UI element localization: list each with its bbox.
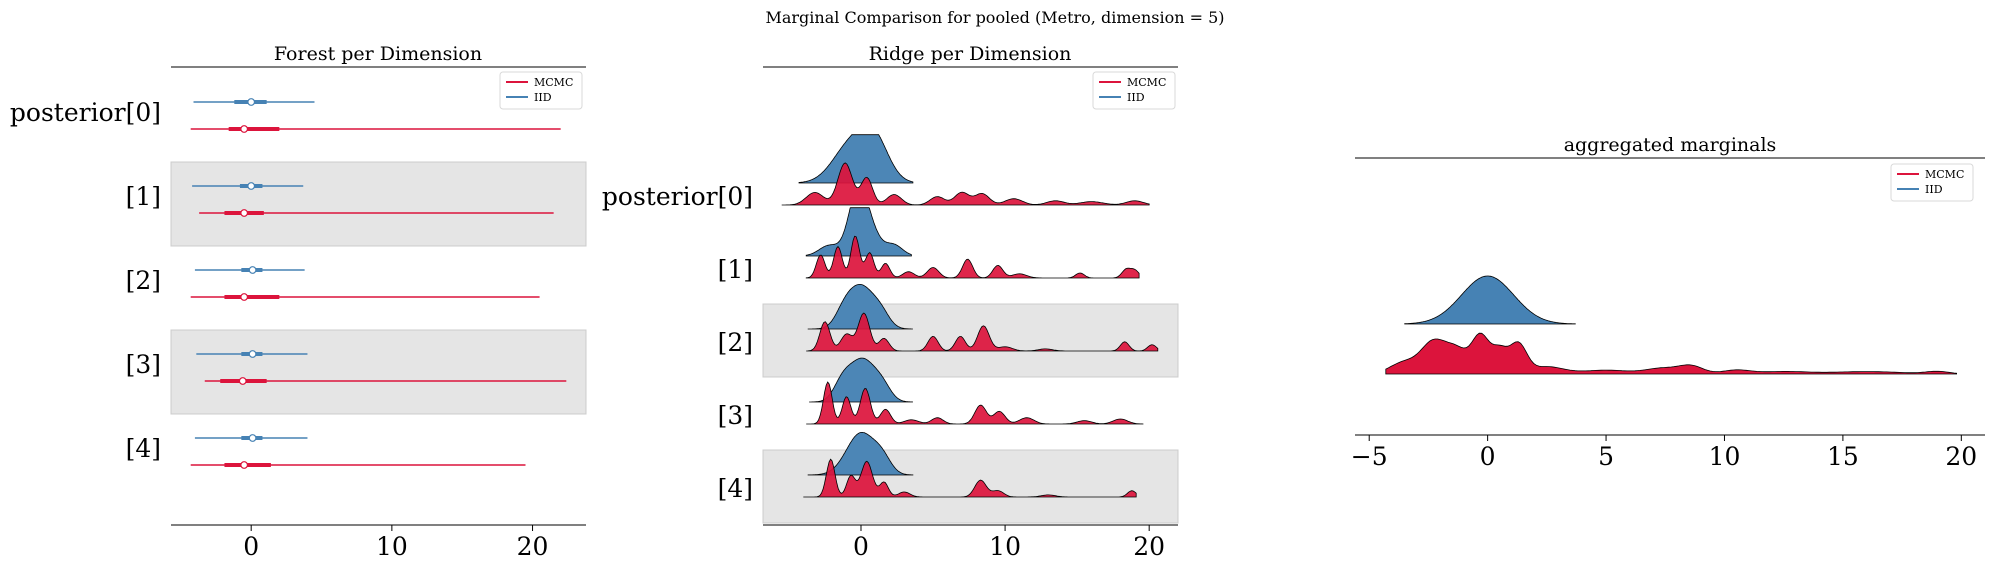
forest-row-label: [3] [126, 350, 161, 379]
forest-intervals [190, 98, 567, 469]
forest-tick-label: 10 [376, 532, 408, 561]
forest-mcmc-median [238, 377, 247, 385]
aggregated-panel-title: aggregated marginals [1564, 134, 1777, 156]
forest-iid-median [248, 434, 257, 442]
ridge-row-label: [1] [718, 255, 753, 284]
aggregated-legend-iid-label: IID [1925, 183, 1943, 196]
forest-iid-median [248, 266, 257, 274]
aggregated-tick-label: 5 [1598, 442, 1614, 471]
ridge-mcmc-density [781, 162, 1150, 206]
aggregated-mcmc-density [1385, 332, 1957, 375]
ridge-row-label: [2] [718, 328, 753, 357]
ridge-legend-mcmc-label: MCMC [1127, 76, 1166, 89]
forest-legend-iid-label: IID [534, 91, 552, 104]
forest-x-ticks: 0 10 20 [243, 525, 548, 561]
ridge-mcmc-density [805, 235, 1140, 279]
ridge-mcmc-density [803, 458, 1137, 498]
ridge-legend: MCMC IID [1092, 71, 1176, 110]
ridge-densities [781, 134, 1159, 498]
forest-row-label: [4] [126, 434, 161, 463]
forest-iid-median [247, 98, 256, 106]
ridge-legend-iid-label: IID [1127, 91, 1145, 104]
ridge-tick-label: 10 [989, 532, 1021, 561]
aggregated-legend-mcmc-label: MCMC [1925, 168, 1964, 181]
forest-legend-mcmc-label: MCMC [534, 76, 573, 89]
forest-legend: MCMC IID [499, 71, 583, 110]
aggregated-tick-label: 10 [1709, 442, 1741, 471]
ridge-panel: Ridge per Dimension posterior[0] [1] [2] [3… [602, 43, 1179, 561]
aggregated-iid-density [1404, 275, 1576, 325]
forest-row-labels: posterior[0] [1] [2] [3] [4] [10, 98, 161, 463]
forest-tick-label: 20 [517, 532, 549, 561]
aggregated-tick-label: 20 [1945, 442, 1977, 471]
ridge-row-labels: posterior[0] [1] [2] [3] [4] [602, 182, 753, 503]
ridge-iid-density [807, 432, 914, 476]
aggregated-panel: aggregated marginals −5 0 5 10 15 20 MCMC IID [1351, 134, 1985, 471]
ridge-tick-label: 20 [1133, 532, 1165, 561]
forest-mcmc-median [240, 209, 249, 217]
aggregated-densities [1385, 275, 1957, 375]
forest-mcmc-median [240, 293, 249, 301]
aggregated-x-ticks: −5 0 5 10 15 20 [1351, 435, 1977, 471]
aggregated-tick-label: 15 [1827, 442, 1859, 471]
forest-panel: Forest per Dimension posterior[0] [1] [2] [… [10, 43, 587, 561]
forest-row-band [170, 161, 587, 247]
forest-iid-median [247, 182, 256, 190]
forest-row-bands [170, 161, 587, 415]
forest-row-label: [1] [126, 182, 161, 211]
forest-iid-median [248, 350, 257, 358]
ridge-row-label: [3] [718, 401, 753, 430]
ridge-tick-label: 0 [853, 532, 869, 561]
forest-panel-title: Forest per Dimension [274, 43, 482, 65]
ridge-mcmc-density [806, 381, 1144, 425]
ridge-x-ticks: 0 10 20 [853, 525, 1165, 561]
aggregated-tick-label: 0 [1480, 442, 1496, 471]
ridge-mcmc-density [806, 312, 1159, 352]
forest-row-label: posterior[0] [10, 98, 161, 127]
ridge-iid-density [798, 134, 914, 184]
aggregated-legend: MCMC IID [1890, 163, 1974, 202]
forest-row-band [170, 329, 587, 415]
forest-tick-label: 0 [243, 532, 259, 561]
ridge-panel-title: Ridge per Dimension [869, 43, 1072, 65]
forest-mcmc-median [240, 125, 249, 133]
figure-suptitle: Marginal Comparison for pooled (Metro, d… [765, 8, 1224, 27]
ridge-iid-density [805, 207, 912, 257]
ridge-row-label: posterior[0] [602, 182, 753, 211]
forest-mcmc-median [240, 461, 249, 469]
forest-row-label: [2] [126, 266, 161, 295]
aggregated-tick-label: −5 [1351, 442, 1388, 471]
ridge-row-label: [4] [718, 474, 753, 503]
